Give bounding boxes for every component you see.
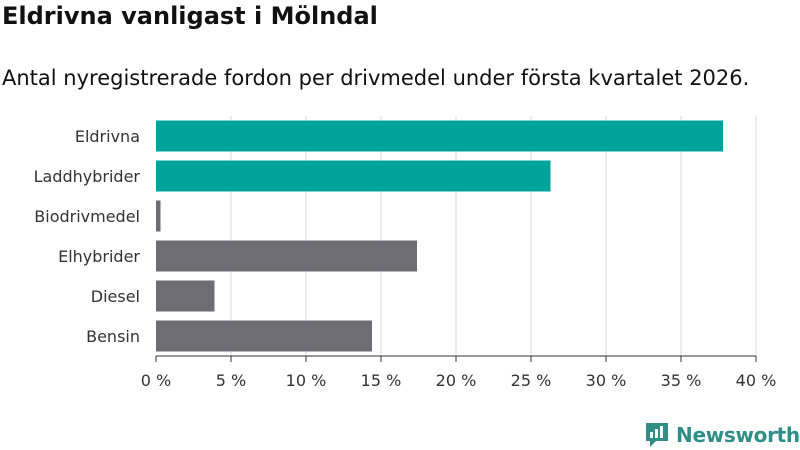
newsworthy-logo-icon: [646, 423, 668, 447]
x-tick-label: 15 %: [361, 371, 402, 390]
brand-logo: Newsworthy: [644, 420, 800, 450]
x-tick-label: 40 %: [736, 371, 777, 390]
x-tick-label: 35 %: [661, 371, 702, 390]
bar: [156, 160, 551, 192]
x-tick-label: 20 %: [436, 371, 477, 390]
x-tick-label: 10 %: [286, 371, 327, 390]
x-tick-label: 5 %: [216, 371, 246, 390]
category-label: Bensin: [86, 327, 140, 346]
category-label: Eldrivna: [75, 127, 140, 146]
bar: [156, 120, 723, 152]
category-label: Diesel: [91, 287, 140, 306]
bar: [156, 320, 372, 352]
x-tick-label: 0 %: [141, 371, 171, 390]
category-label: Laddhybrider: [34, 167, 141, 186]
category-label: Elhybrider: [58, 247, 140, 266]
category-label: Biodrivmedel: [34, 207, 140, 226]
chart-title: Eldrivna vanligast i Mölndal: [2, 2, 378, 30]
bar: [156, 200, 161, 232]
x-tick-label: 25 %: [511, 371, 552, 390]
x-tick-label: 30 %: [586, 371, 627, 390]
bar: [156, 280, 215, 312]
bar: [156, 240, 417, 272]
chart-subtitle: Antal nyregistrerade fordon per drivmede…: [2, 66, 750, 90]
brand-name: Newsworthy: [676, 423, 800, 447]
